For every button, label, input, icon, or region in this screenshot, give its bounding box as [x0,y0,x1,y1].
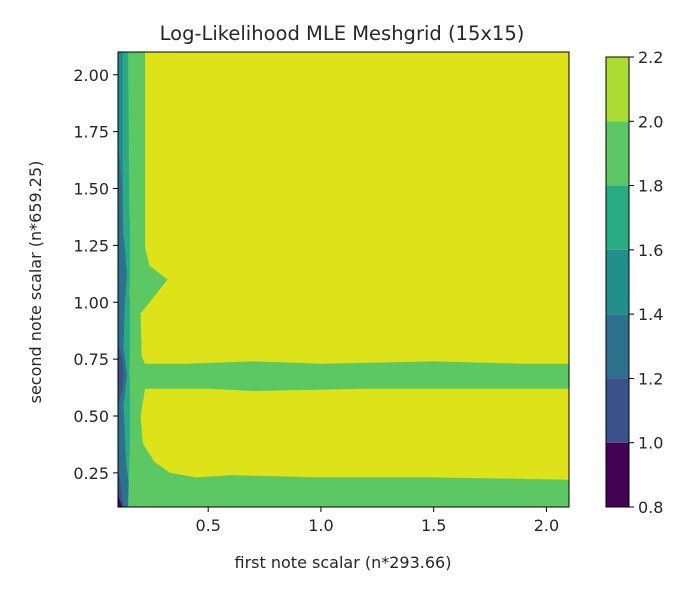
contour-region [140,388,569,480]
contour-region [118,343,124,405]
colorbar-tick-label: 0.8 [638,498,663,517]
x-tick-label: 1.0 [308,516,333,535]
colorbar-tick-label: 1.0 [638,434,663,453]
x-tick-label: 1.5 [421,516,446,535]
contour-region [118,143,132,507]
y-tick-label: 2.00 [73,66,109,85]
x-tick-label: 2.0 [534,516,559,535]
x-axis: 0.5 1.0 1.5 2.0 [195,507,559,535]
y-tick-label: 0.50 [73,407,109,426]
colorbar-segment [606,442,629,507]
colorbar-frame [605,56,630,508]
contour-region [128,52,168,507]
y-tick-label: 1.25 [73,236,109,255]
x-tick-label: 0.5 [195,516,220,535]
colorbar-tick-label: 1.8 [638,177,663,196]
colorbar-segment [606,249,629,315]
colorbar-tick-label: 1.2 [638,369,663,388]
y-tick-label: 0.75 [73,350,109,369]
y-tick-label: 1.50 [73,180,109,199]
colorbar: 0.8 1.0 1.2 1.4 1.6 1.8 2.0 2.2 [605,48,663,517]
colorbar-tick-label: 2.0 [638,112,663,131]
colorbar-segment [606,314,629,379]
y-axis-label: second note scalar (n*659.25) [26,161,45,404]
plot-area [118,52,569,507]
x-axis-label: first note scalar (n*293.66) [235,553,452,572]
colorbar-segment [606,185,629,250]
colorbar-segment [606,378,629,443]
colorbar-segment [606,121,629,186]
y-tick-label: 0.25 [73,464,109,483]
y-tick-label: 1.00 [73,293,109,312]
colorbar-tick-label: 1.6 [638,241,663,260]
chart-title: Log-Likelihood MLE Meshgrid (15x15) [160,22,525,45]
plot-frame [117,51,570,508]
contour-region [140,52,569,364]
colorbar-tick-label: 1.4 [638,305,663,324]
y-axis: 0.25 0.50 0.75 1.00 1.25 1.50 1.75 2.00 [73,66,118,483]
colorbar-tick-label: 2.2 [638,48,663,67]
contour-region [123,52,131,507]
y-tick-label: 1.75 [73,123,109,142]
colorbar-segment [606,57,629,122]
contour-region [118,495,123,507]
